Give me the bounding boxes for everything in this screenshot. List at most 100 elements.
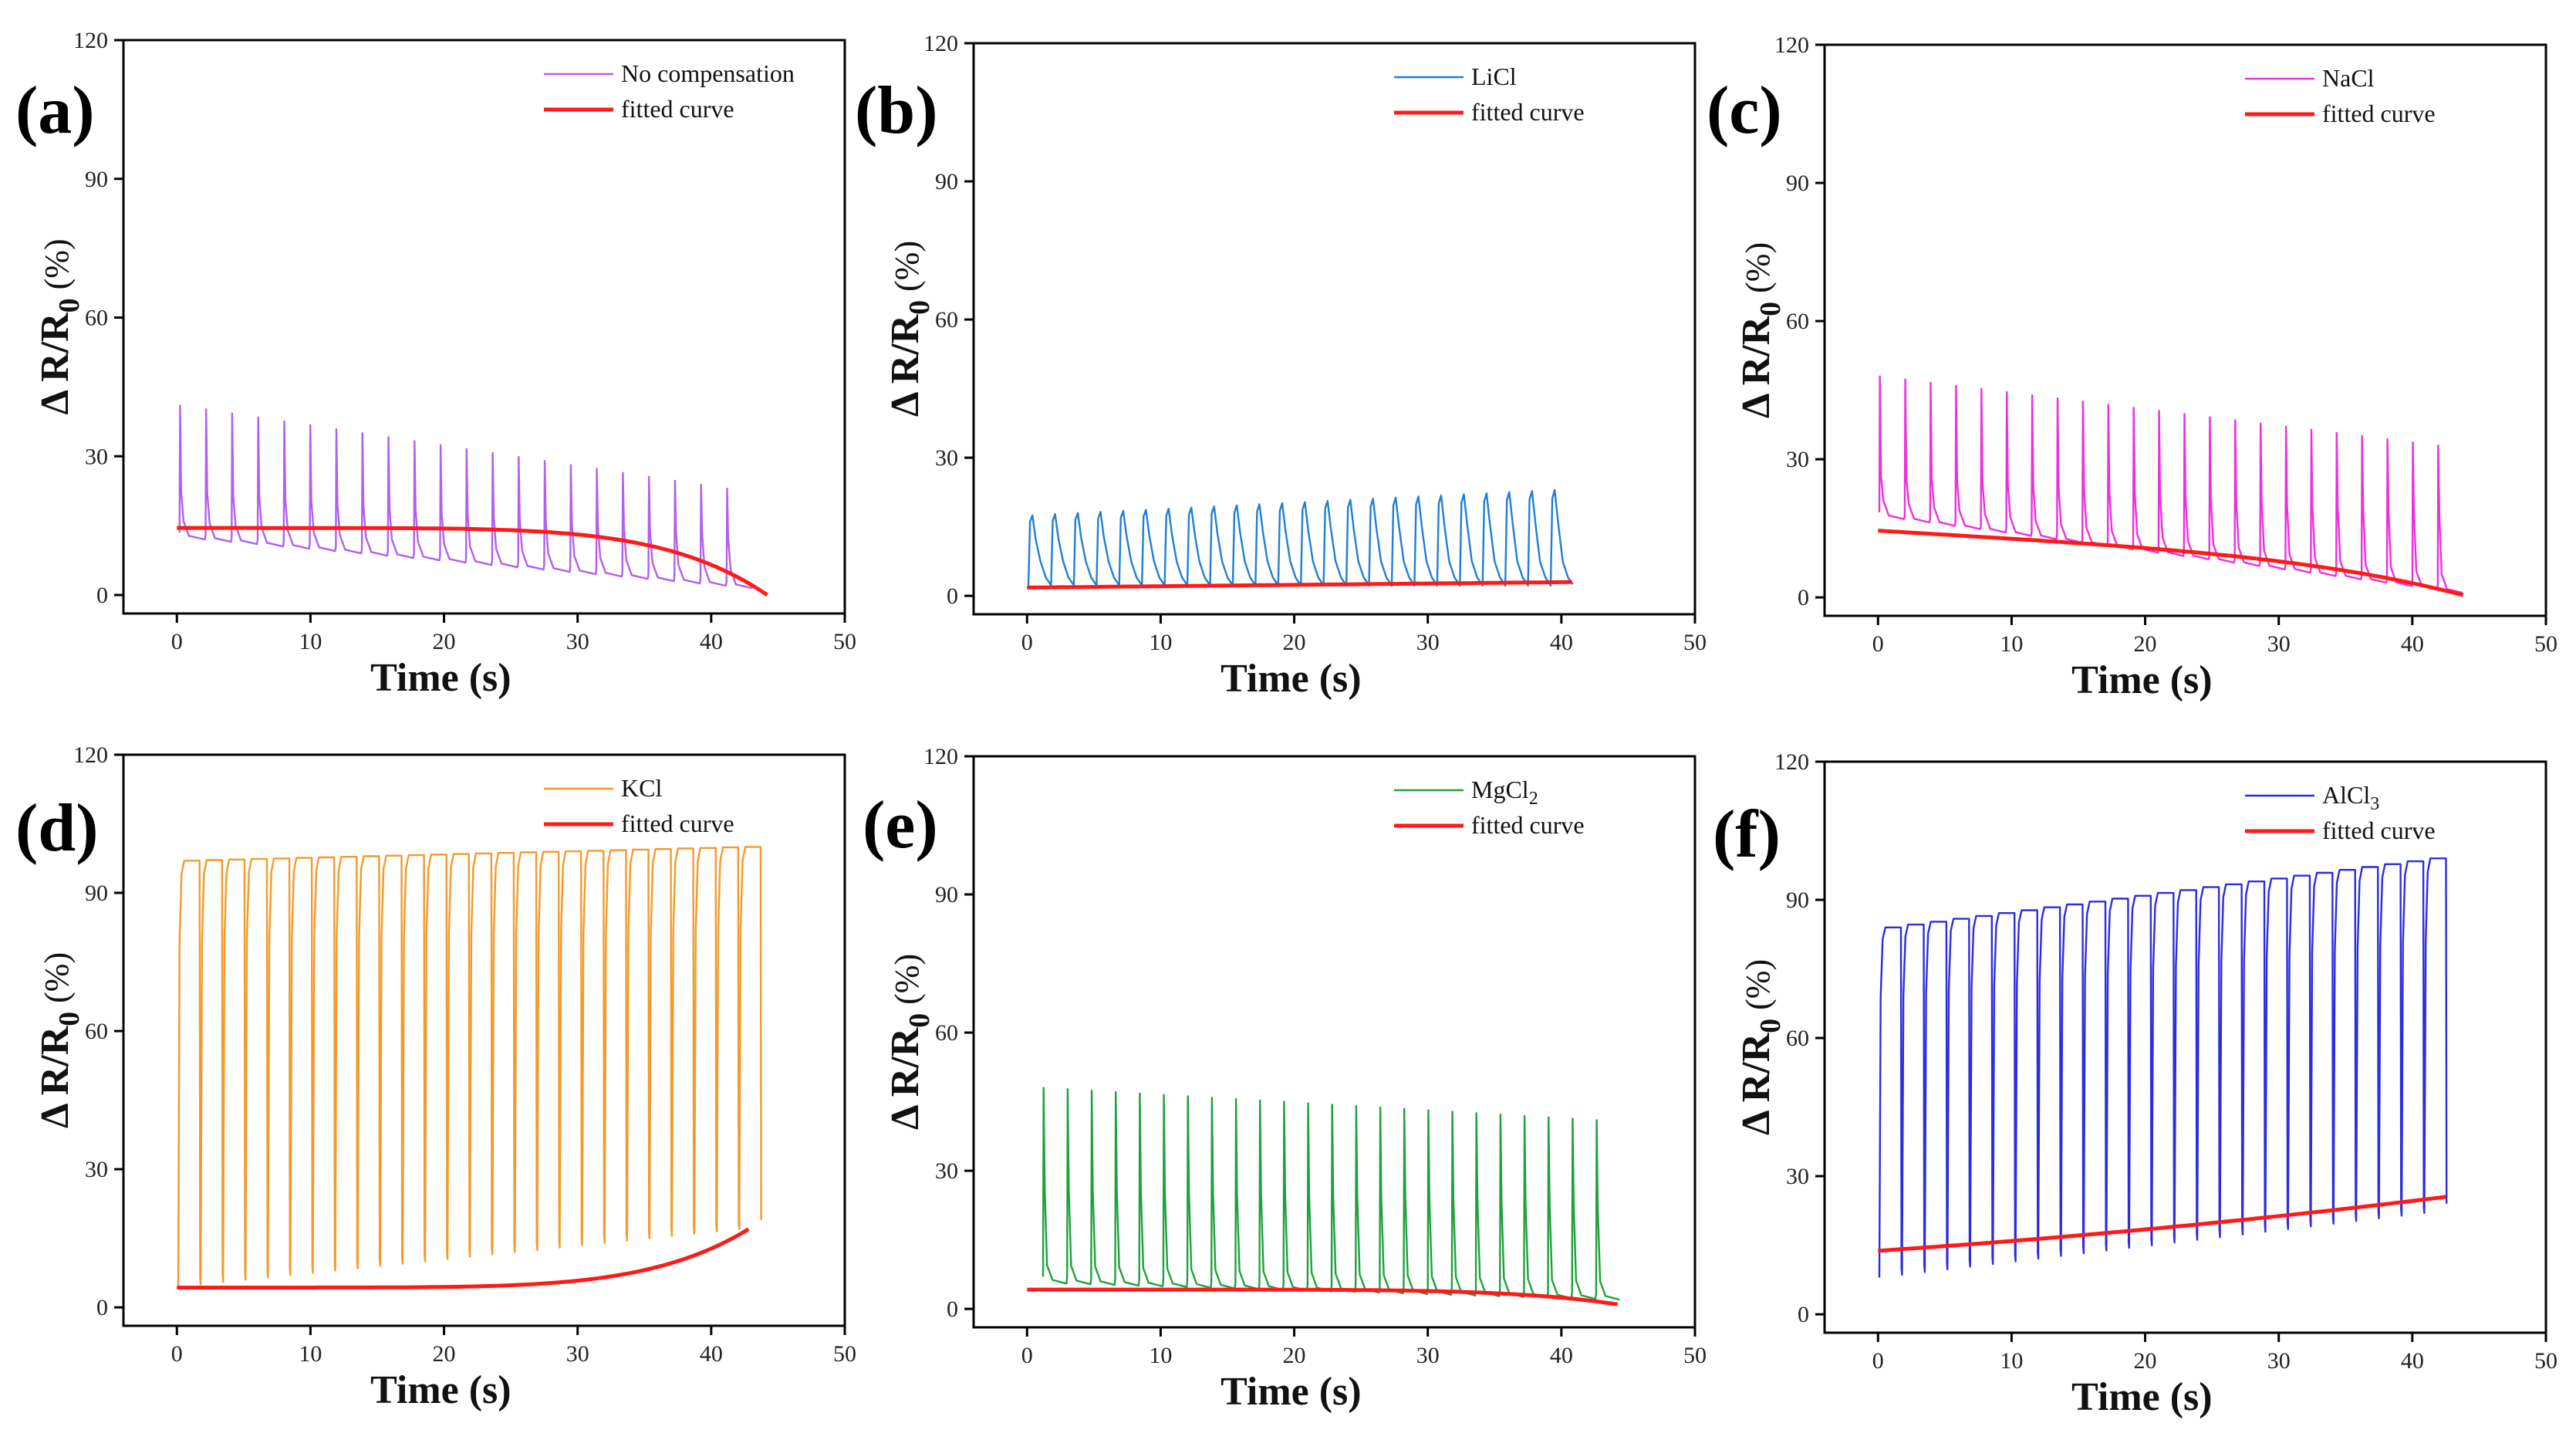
y-axis-title: Δ R/R0 (%) bbox=[883, 954, 936, 1130]
x-tick-label: 40 bbox=[2401, 1348, 2424, 1374]
x-tick-label: 0 bbox=[1021, 630, 1033, 655]
x-tick-label: 10 bbox=[1149, 630, 1172, 655]
series-line-alcl bbox=[1878, 857, 2448, 1278]
y-axis-title: Δ R/R0 (%) bbox=[1734, 959, 1787, 1135]
x-tick-label: 40 bbox=[700, 629, 723, 654]
y-axis-title-subscript: 0 bbox=[53, 298, 86, 313]
series-line-fitted-curve bbox=[1878, 529, 2464, 597]
x-tick-label: 0 bbox=[171, 629, 183, 654]
y-axis-title: Δ R/R0 (%) bbox=[33, 238, 86, 414]
x-tick-label: 40 bbox=[2401, 631, 2424, 657]
legend-entry: KCl bbox=[621, 774, 662, 802]
legend-entry: LiCl bbox=[1471, 63, 1517, 90]
y-tick-label: 90 bbox=[1786, 887, 1809, 913]
y-tick-label: 120 bbox=[73, 742, 108, 768]
x-tick-label: 20 bbox=[1283, 1343, 1306, 1368]
legend-entry: No compensation bbox=[621, 59, 795, 87]
x-tick-label: 0 bbox=[1872, 1348, 1884, 1374]
plot-frame bbox=[122, 39, 846, 615]
y-axis-title: Δ R/R0 (%) bbox=[1734, 242, 1787, 418]
x-tick-label: 20 bbox=[433, 1341, 456, 1367]
x-tick-label: 50 bbox=[833, 629, 856, 654]
y-axis-title-unit: (%) bbox=[1739, 959, 1777, 1019]
series-line-nacl bbox=[1878, 375, 2463, 594]
x-tick-label: 10 bbox=[1149, 1343, 1172, 1368]
x-tick-label: 30 bbox=[566, 1341, 589, 1367]
series-line-fitted-curve bbox=[1027, 1287, 1618, 1306]
y-tick-label: 0 bbox=[96, 1295, 108, 1320]
y-tick-label: 60 bbox=[1786, 309, 1809, 334]
x-tick-label: 10 bbox=[2000, 1348, 2023, 1374]
y-axis-title-subscript: 0 bbox=[1754, 302, 1787, 316]
series-line-fitted-curve bbox=[1878, 1195, 2446, 1253]
panel-label: (f) bbox=[1713, 797, 1781, 872]
y-axis-title-unit: (%) bbox=[888, 954, 926, 1013]
y-tick-label: 120 bbox=[1774, 749, 1809, 775]
panel-label: (b) bbox=[855, 73, 938, 148]
x-tick-label: 10 bbox=[299, 1341, 322, 1367]
x-tick-label: 10 bbox=[2000, 631, 2023, 657]
y-axis-title: Δ R/R0 (%) bbox=[883, 241, 936, 417]
x-tick-label: 30 bbox=[1416, 630, 1440, 655]
y-tick-label: 60 bbox=[1786, 1026, 1809, 1051]
series-line-mgcl bbox=[1042, 1087, 1620, 1301]
y-axis-title-main: Δ R/R bbox=[883, 1026, 927, 1130]
plot-frame bbox=[1823, 43, 2547, 617]
x-axis-title: Time (s) bbox=[1220, 657, 1361, 701]
y-axis-title-subscript: 0 bbox=[1754, 1019, 1787, 1033]
legend-entry: fitted curve bbox=[621, 810, 734, 837]
plot-frame bbox=[972, 755, 1697, 1329]
panel-label: (c) bbox=[1707, 73, 1782, 148]
y-axis-title-unit: (%) bbox=[38, 238, 76, 298]
y-tick-label: 90 bbox=[85, 881, 108, 906]
x-tick-label: 50 bbox=[2534, 631, 2557, 657]
x-tick-label: 10 bbox=[299, 629, 322, 654]
x-tick-label: 50 bbox=[2534, 1348, 2557, 1374]
legend-entry: fitted curve bbox=[1471, 811, 1585, 839]
x-axis-title: Time (s) bbox=[1220, 1370, 1361, 1414]
y-tick-label: 60 bbox=[935, 1020, 958, 1046]
x-tick-label: 30 bbox=[2267, 1348, 2291, 1374]
x-axis-title: Time (s) bbox=[2071, 1375, 2212, 1419]
y-tick-label: 90 bbox=[935, 882, 958, 908]
panel-label: (d) bbox=[15, 791, 99, 866]
legend-entry: fitted curve bbox=[2322, 816, 2436, 844]
y-tick-label: 60 bbox=[85, 306, 108, 331]
y-tick-label: 90 bbox=[1786, 171, 1809, 196]
y-tick-label: 30 bbox=[85, 444, 108, 469]
legend-entry: fitted curve bbox=[1471, 98, 1585, 126]
y-tick-label: 90 bbox=[85, 167, 108, 192]
legend-entry: AlCl3 bbox=[2322, 781, 2379, 814]
x-tick-label: 20 bbox=[2134, 1348, 2157, 1374]
y-tick-label: 60 bbox=[935, 307, 958, 333]
y-axis-title-unit: (%) bbox=[38, 952, 76, 1012]
x-tick-label: 40 bbox=[700, 1341, 723, 1367]
x-axis-title: Time (s) bbox=[370, 656, 511, 700]
series-line-no-compensation bbox=[178, 404, 752, 590]
series-line-kcl bbox=[177, 846, 762, 1287]
panel-label: (e) bbox=[863, 788, 938, 863]
y-tick-label: 90 bbox=[935, 169, 958, 194]
x-tick-label: 20 bbox=[1283, 630, 1306, 655]
x-axis-title: Time (s) bbox=[370, 1368, 511, 1412]
y-axis-title-unit: (%) bbox=[888, 241, 926, 300]
y-tick-label: 60 bbox=[85, 1019, 108, 1044]
y-axis-title-main: Δ R/R bbox=[33, 1025, 77, 1128]
y-tick-label: 30 bbox=[1786, 1164, 1809, 1189]
x-tick-label: 30 bbox=[2267, 631, 2291, 657]
legend-entry: fitted curve bbox=[2322, 100, 2436, 127]
y-tick-label: 120 bbox=[923, 31, 958, 56]
x-tick-label: 0 bbox=[171, 1341, 183, 1367]
x-tick-label: 50 bbox=[833, 1341, 856, 1367]
y-axis-title-unit: (%) bbox=[1739, 242, 1777, 302]
y-tick-label: 30 bbox=[1786, 447, 1809, 472]
series-line-fitted-curve bbox=[177, 526, 768, 597]
y-tick-label: 120 bbox=[923, 744, 958, 769]
x-tick-label: 0 bbox=[1872, 631, 1884, 657]
